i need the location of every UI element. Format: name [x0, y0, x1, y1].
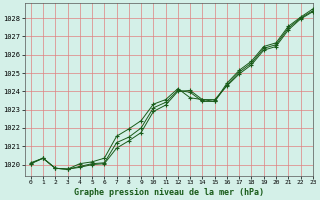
X-axis label: Graphe pression niveau de la mer (hPa): Graphe pression niveau de la mer (hPa) [74, 188, 264, 197]
